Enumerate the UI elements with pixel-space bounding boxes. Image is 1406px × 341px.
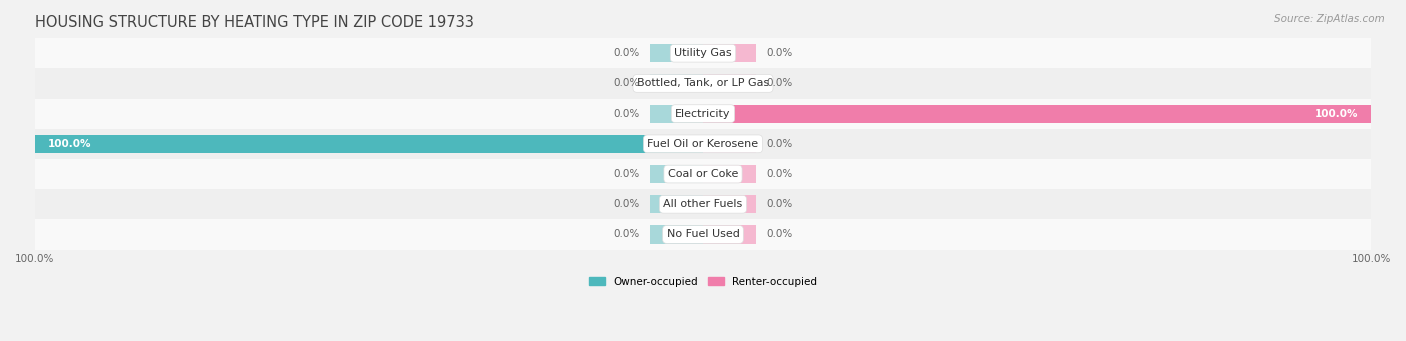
Bar [703, 225, 756, 243]
Legend: Owner-occupied, Renter-occupied: Owner-occupied, Renter-occupied [585, 272, 821, 291]
Text: No Fuel Used: No Fuel Used [666, 229, 740, 239]
Bar [35, 99, 1371, 129]
Text: 0.0%: 0.0% [613, 169, 640, 179]
Text: Electricity: Electricity [675, 109, 731, 119]
Bar [35, 219, 1371, 250]
Text: 0.0%: 0.0% [613, 199, 640, 209]
Text: 0.0%: 0.0% [766, 229, 793, 239]
Bar [650, 165, 703, 183]
Bar [703, 165, 756, 183]
Text: Coal or Coke: Coal or Coke [668, 169, 738, 179]
Bar [35, 129, 1371, 159]
Text: Bottled, Tank, or LP Gas: Bottled, Tank, or LP Gas [637, 78, 769, 88]
Text: 0.0%: 0.0% [613, 229, 640, 239]
Text: Source: ZipAtlas.com: Source: ZipAtlas.com [1274, 14, 1385, 24]
Text: 0.0%: 0.0% [766, 78, 793, 88]
Bar [35, 135, 703, 153]
Text: 0.0%: 0.0% [766, 199, 793, 209]
Text: 100.0%: 100.0% [48, 139, 91, 149]
Bar [650, 105, 703, 123]
Bar [35, 38, 1371, 68]
Bar [650, 44, 703, 62]
Bar [650, 74, 703, 92]
Bar [703, 195, 756, 213]
Bar [650, 225, 703, 243]
Text: 0.0%: 0.0% [766, 139, 793, 149]
Text: 0.0%: 0.0% [766, 48, 793, 58]
Bar [35, 68, 1371, 99]
Bar [703, 105, 1371, 123]
Bar [35, 159, 1371, 189]
Bar [703, 44, 756, 62]
Text: 0.0%: 0.0% [766, 169, 793, 179]
Bar [35, 189, 1371, 219]
Text: All other Fuels: All other Fuels [664, 199, 742, 209]
Text: 0.0%: 0.0% [613, 78, 640, 88]
Bar [703, 135, 756, 153]
Bar [650, 195, 703, 213]
Text: 100.0%: 100.0% [1315, 109, 1358, 119]
Text: HOUSING STRUCTURE BY HEATING TYPE IN ZIP CODE 19733: HOUSING STRUCTURE BY HEATING TYPE IN ZIP… [35, 15, 474, 30]
Text: 0.0%: 0.0% [613, 109, 640, 119]
Text: Fuel Oil or Kerosene: Fuel Oil or Kerosene [647, 139, 759, 149]
Text: 0.0%: 0.0% [613, 48, 640, 58]
Bar [703, 74, 756, 92]
Text: Utility Gas: Utility Gas [675, 48, 731, 58]
